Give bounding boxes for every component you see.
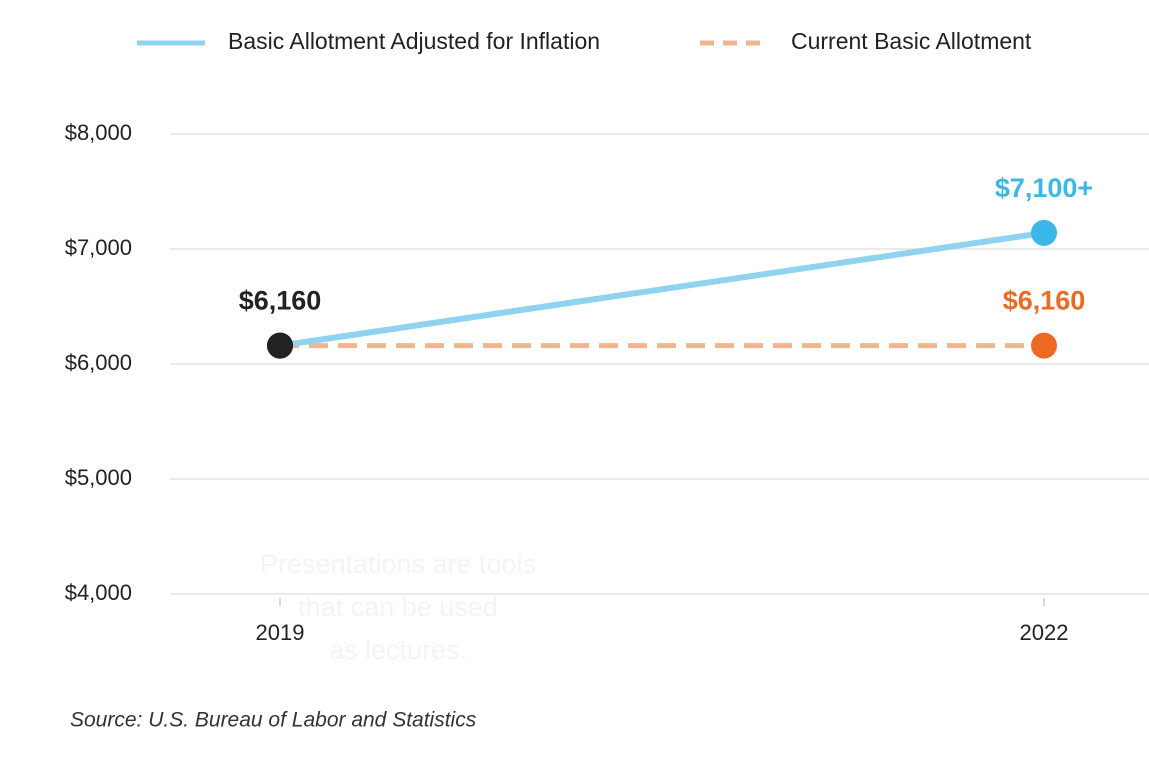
x-tick-label: 2022 [1020, 620, 1069, 645]
data-label: $6,160 [239, 286, 322, 316]
legend-label: Basic Allotment Adjusted for Inflation [228, 28, 600, 54]
data-label: $7,100+ [995, 173, 1093, 203]
y-tick-label: $5,000 [65, 465, 132, 490]
series-line [279, 229, 1045, 349]
y-tick-label: $7,000 [65, 235, 132, 260]
point [1031, 332, 1057, 359]
y-tick-label: $4,000 [65, 580, 132, 605]
point [267, 332, 293, 359]
data-label: $6,160 [1003, 286, 1086, 316]
card [12, 6, 1149, 752]
x-tick-label: 2019 [256, 620, 305, 645]
y-tick-label: $8,000 [65, 120, 132, 145]
y-tick-label: $6,000 [65, 350, 132, 375]
point [1031, 219, 1057, 246]
source: Source: U.S. Bureau of Labor and Statist… [70, 709, 477, 732]
annotation: Presentations are tools that can be used a… [260, 549, 536, 665]
legend-label: Current Basic Allotment [791, 28, 1032, 54]
